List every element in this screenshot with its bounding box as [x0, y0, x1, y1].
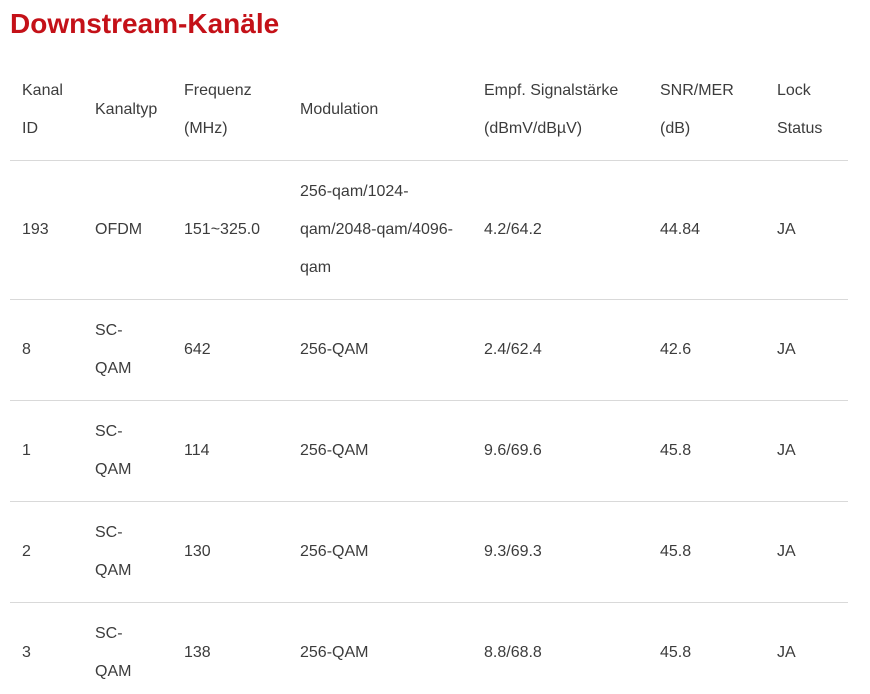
- column-header-label: SNR/⁠MER (dB): [660, 82, 734, 137]
- cell-value: 193: [22, 221, 49, 238]
- cell-frequenz: 138: [172, 603, 288, 694]
- cell-value: JA: [777, 341, 796, 358]
- cell-value: 9.3/⁠69.3: [484, 543, 542, 560]
- table-header: Kanal ID Kanaltyp Frequenz (MHz) Modulation…: [10, 60, 848, 161]
- cell-value: 138: [184, 644, 211, 661]
- cell-modulation: 256-QAM: [288, 401, 472, 502]
- cell-kanal_id: 193: [10, 161, 83, 300]
- cell-snr: 45.8: [648, 401, 765, 502]
- column-header-frequenz: Frequenz (MHz): [172, 60, 288, 161]
- cell-lock: JA: [765, 502, 848, 603]
- column-header-label: Modulation: [300, 101, 379, 118]
- cell-value: SC-QAM: [95, 322, 132, 377]
- cell-value: 45.8: [660, 644, 692, 661]
- cell-snr: 45.8: [648, 502, 765, 603]
- column-header-label: Kanal ID: [22, 82, 63, 137]
- cell-value: JA: [777, 543, 796, 560]
- cell-value: 9.6/⁠69.6: [484, 442, 542, 459]
- cell-value: 2: [22, 543, 31, 560]
- cell-signal: 2.4/⁠62.4: [472, 300, 648, 401]
- column-header-snr: SNR/⁠MER (dB): [648, 60, 765, 161]
- cell-value: 42.6: [660, 341, 692, 358]
- cell-kanaltyp: SC-QAM: [83, 502, 172, 603]
- cell-kanal_id: 1: [10, 401, 83, 502]
- cell-value: 4.2/⁠64.2: [484, 221, 542, 238]
- cell-value: 44.84: [660, 221, 701, 238]
- cell-value: JA: [777, 644, 796, 661]
- cell-value: 114: [184, 442, 210, 459]
- cell-signal: 9.6/⁠69.6: [472, 401, 648, 502]
- cell-value: 1: [22, 442, 31, 459]
- table-row: 3 SC-QAM 138 256-QAM 8.8/⁠68.8 45.8 JA: [10, 603, 848, 694]
- cell-lock: JA: [765, 401, 848, 502]
- cell-value: 2.4/⁠62.4: [484, 341, 542, 358]
- table-row: 1 SC-QAM 114 256-QAM 9.6/⁠69.6 45.8 JA: [10, 401, 848, 502]
- table-header-row: Kanal ID Kanaltyp Frequenz (MHz) Modulation…: [10, 60, 848, 161]
- cell-snr: 42.6: [648, 300, 765, 401]
- page-title: Downstream-Kanäle: [10, 8, 280, 39]
- cell-snr: 44.84: [648, 161, 765, 300]
- cell-lock: JA: [765, 300, 848, 401]
- cell-frequenz: 151~325.0: [172, 161, 288, 300]
- cell-kanaltyp: OFDM: [83, 161, 172, 300]
- cell-kanal_id: 3: [10, 603, 83, 694]
- cell-signal: 4.2/⁠64.2: [472, 161, 648, 300]
- cell-value: OFDM: [95, 221, 143, 238]
- cell-frequenz: 130: [172, 502, 288, 603]
- cell-value: 45.8: [660, 543, 692, 560]
- column-header-kanaltyp: Kanaltyp: [83, 60, 172, 161]
- column-header-kanal_id: Kanal ID: [10, 60, 83, 161]
- cell-modulation: 256-QAM: [288, 603, 472, 694]
- cell-modulation: 256-QAM: [288, 300, 472, 401]
- cell-value: 130: [184, 543, 211, 560]
- cell-signal: 8.8/⁠68.8: [472, 603, 648, 694]
- cell-value: 8.8/⁠68.8: [484, 644, 542, 661]
- cell-signal: 9.3/⁠69.3: [472, 502, 648, 603]
- cell-value: SC-QAM: [95, 625, 132, 680]
- cell-value: SC-QAM: [95, 423, 132, 478]
- cell-kanaltyp: SC-QAM: [83, 603, 172, 694]
- cell-frequenz: 114: [172, 401, 288, 502]
- cell-lock: JA: [765, 603, 848, 694]
- cell-value: 256-qam/⁠1024-qam/⁠2048-qam/⁠4096-qam: [300, 183, 453, 276]
- cell-modulation: 256-qam/⁠1024-qam/⁠2048-qam/⁠4096-qam: [288, 161, 472, 300]
- column-header-signal: Empf. Signalstärke (dBmV/⁠dBµV): [472, 60, 648, 161]
- cell-value: 256-QAM: [300, 543, 369, 560]
- cell-kanaltyp: SC-QAM: [83, 300, 172, 401]
- downstream-channels-table: Kanal ID Kanaltyp Frequenz (MHz) Modulation…: [10, 60, 848, 694]
- cell-lock: JA: [765, 161, 848, 300]
- table-row: 2 SC-QAM 130 256-QAM 9.3/⁠69.3 45.8 JA: [10, 502, 848, 603]
- table-row: 193 OFDM 151~325.0 256-qam/⁠1024-qam/⁠2048-…: [10, 161, 848, 300]
- column-header-modulation: Modulation: [288, 60, 472, 161]
- cell-value: 8: [22, 341, 31, 358]
- cell-value: 3: [22, 644, 31, 661]
- cell-frequenz: 642: [172, 300, 288, 401]
- column-header-label: Empf. Signalstärke (dBmV/⁠dBµV): [484, 82, 619, 137]
- column-header-lock: Lock Status: [765, 60, 848, 161]
- cell-value: JA: [777, 221, 796, 238]
- cell-kanal_id: 8: [10, 300, 83, 401]
- cell-snr: 45.8: [648, 603, 765, 694]
- cell-value: 642: [184, 341, 211, 358]
- cell-value: 256-QAM: [300, 341, 369, 358]
- table-body: 193 OFDM 151~325.0 256-qam/⁠1024-qam/⁠2048-…: [10, 161, 848, 694]
- cell-value: JA: [777, 442, 796, 459]
- cell-modulation: 256-QAM: [288, 502, 472, 603]
- column-header-label: Lock Status: [777, 82, 823, 137]
- cell-value: 45.8: [660, 442, 692, 459]
- cell-value: 151~325.0: [184, 221, 261, 238]
- column-header-label: Kanaltyp: [95, 101, 158, 118]
- table-row: 8 SC-QAM 642 256-QAM 2.4/⁠62.4 42.6 JA: [10, 300, 848, 401]
- column-header-label: Frequenz (MHz): [184, 82, 252, 137]
- cell-value: 256-QAM: [300, 442, 369, 459]
- cell-kanal_id: 2: [10, 502, 83, 603]
- cell-value: 256-QAM: [300, 644, 369, 661]
- cell-value: SC-QAM: [95, 524, 132, 579]
- cell-kanaltyp: SC-QAM: [83, 401, 172, 502]
